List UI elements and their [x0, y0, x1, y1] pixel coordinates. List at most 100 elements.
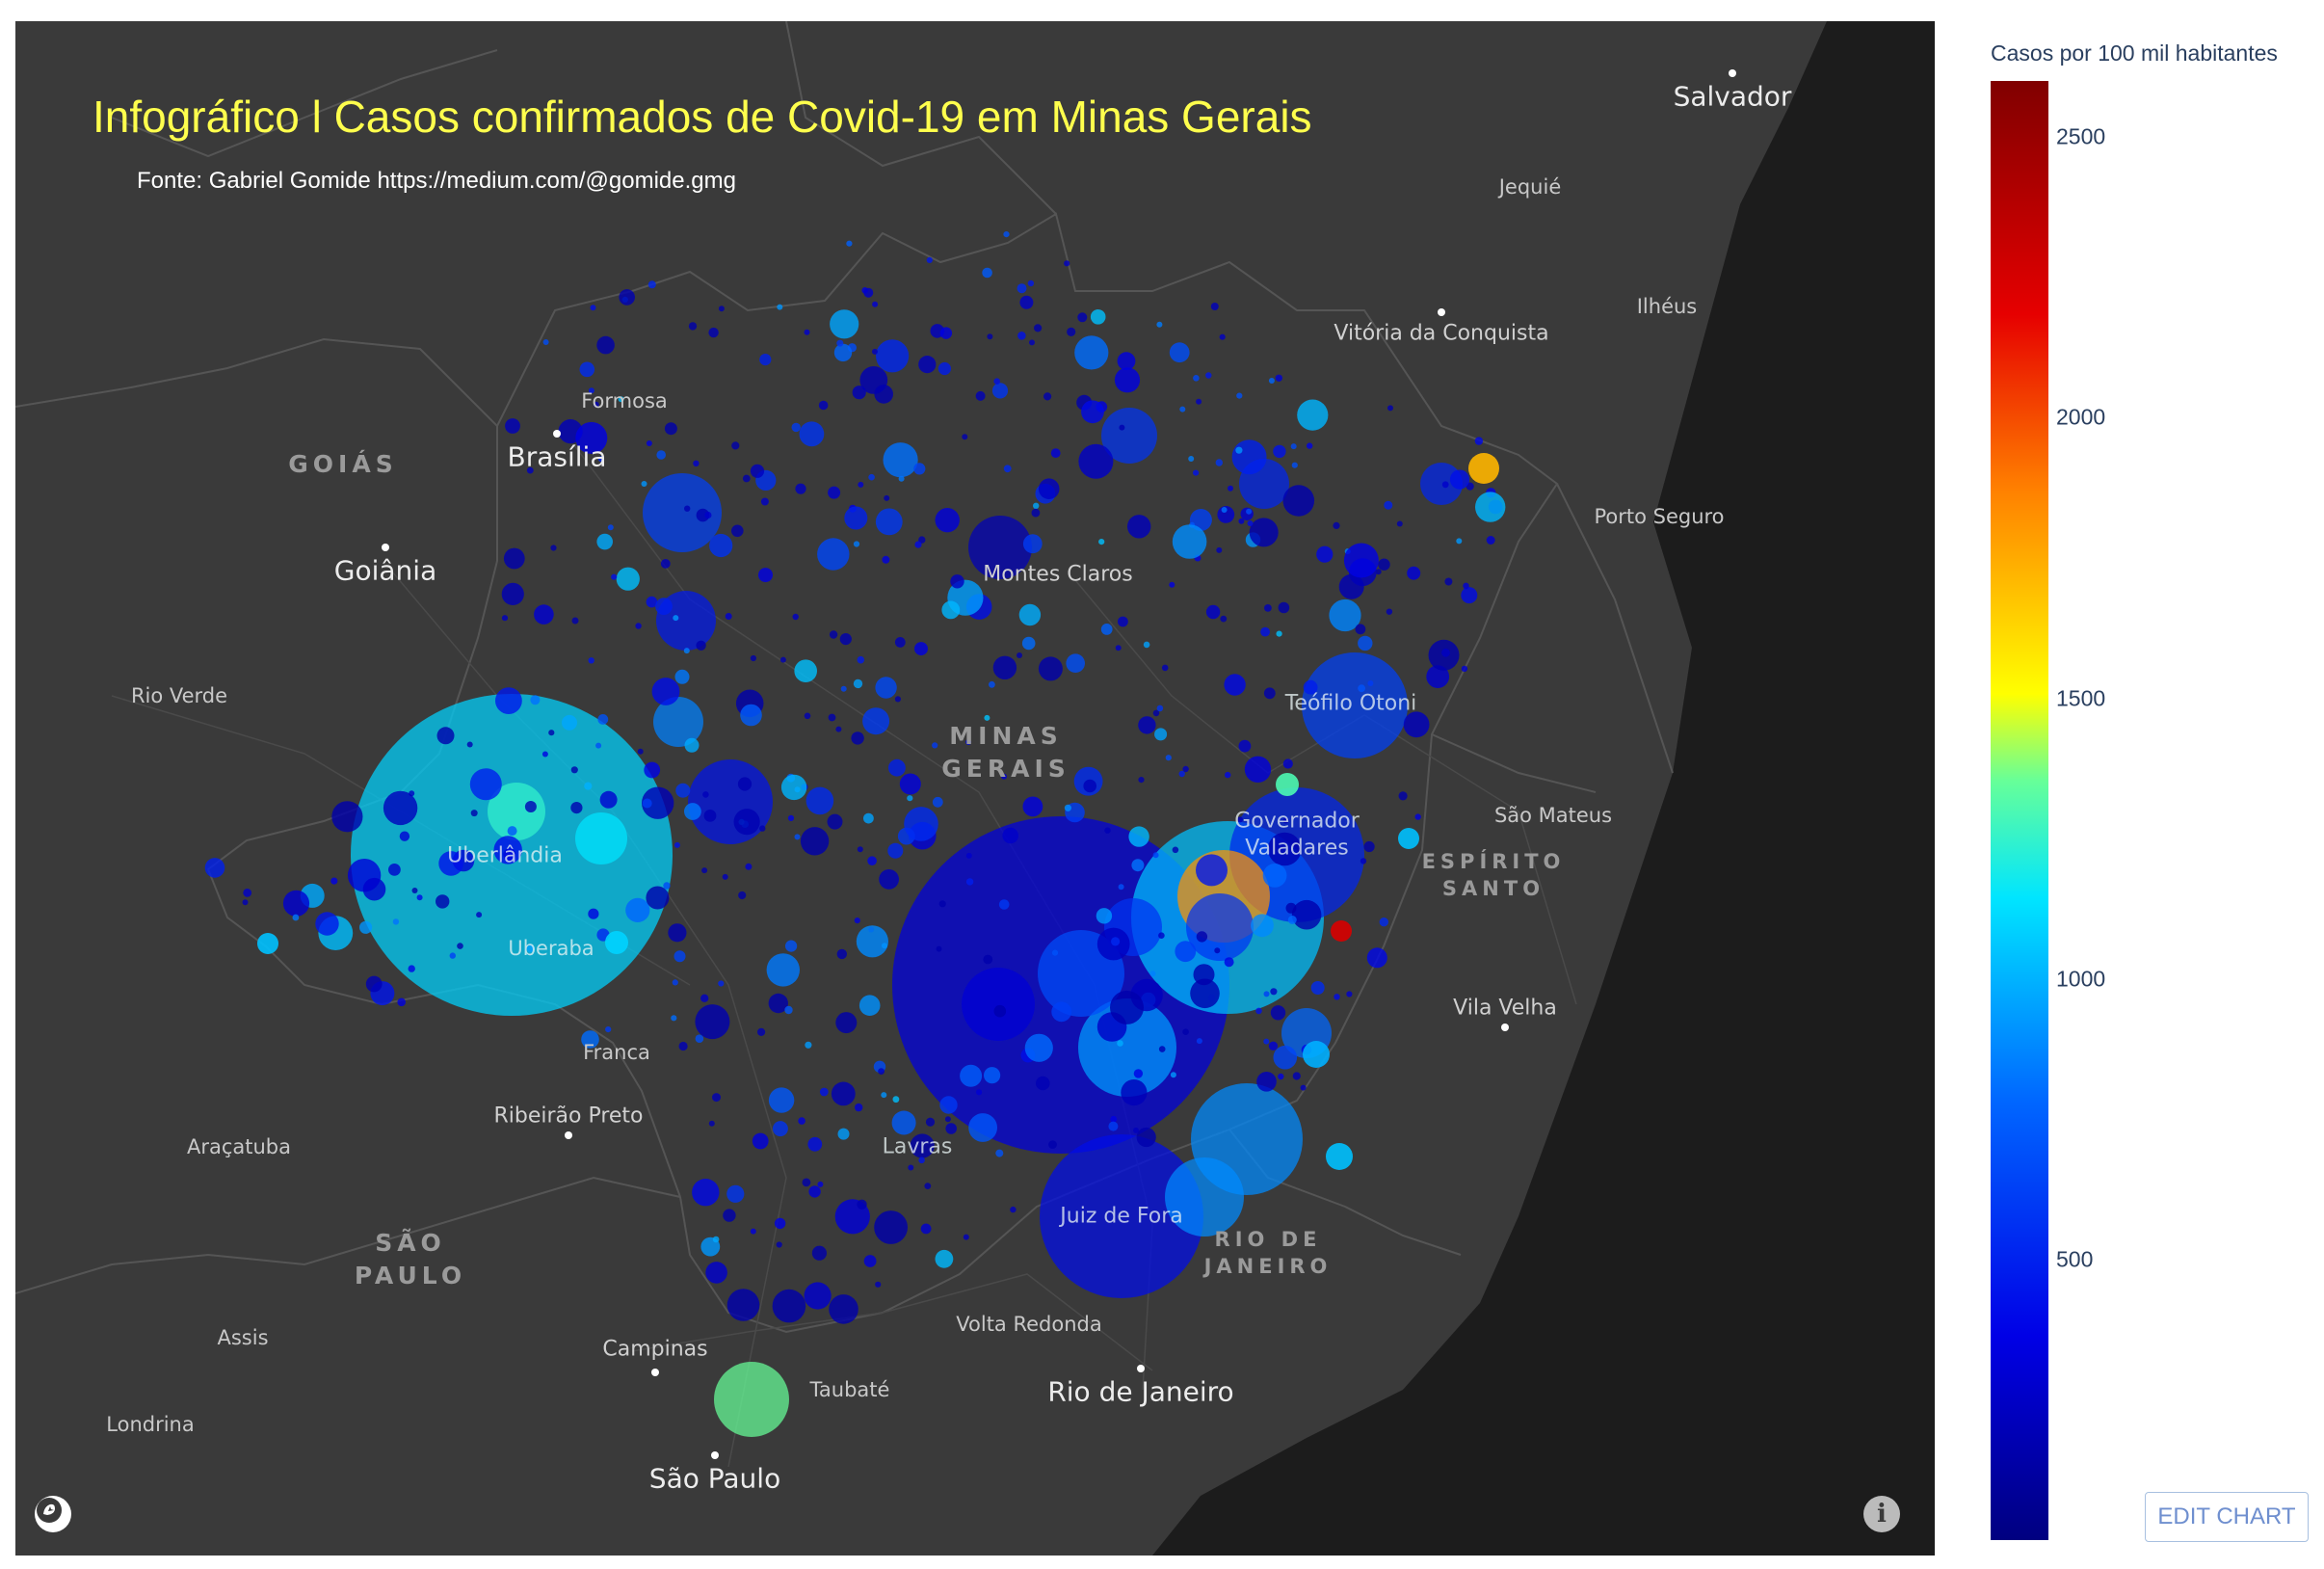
municipality-bubble[interactable] [651, 678, 680, 705]
municipality-bubble[interactable] [588, 657, 594, 664]
municipality-bubble[interactable] [1117, 1040, 1123, 1047]
municipality-bubble[interactable] [853, 678, 863, 689]
municipality-bubble[interactable] [708, 1120, 715, 1127]
municipality-bubble[interactable] [1077, 312, 1088, 323]
municipality-bubble[interactable] [1276, 630, 1282, 637]
municipality-bubble[interactable] [768, 1087, 795, 1113]
municipality-bubble[interactable] [660, 559, 671, 569]
municipality-bubble[interactable] [1040, 1134, 1203, 1298]
municipality-bubble[interactable] [835, 726, 842, 732]
municipality-bubble[interactable] [874, 1210, 908, 1244]
municipality-bubble[interactable] [704, 511, 712, 519]
municipality-bubble[interactable] [1018, 603, 1042, 626]
municipality-bubble[interactable] [768, 993, 788, 1014]
municipality-bubble[interactable] [936, 945, 942, 952]
municipality-bubble[interactable] [918, 536, 926, 544]
municipality-bubble[interactable] [1154, 728, 1168, 741]
municipality-bubble[interactable] [1360, 858, 1367, 864]
municipality-bubble[interactable] [844, 506, 868, 530]
municipality-bubble[interactable] [876, 339, 910, 373]
municipality-bubble[interactable] [875, 677, 897, 699]
municipality-bubble[interactable] [829, 1294, 858, 1324]
municipality-bubble[interactable] [856, 925, 889, 958]
municipality-bubble[interactable] [752, 1132, 769, 1150]
municipality-bubble[interactable] [759, 825, 766, 832]
municipality-bubble[interactable] [359, 920, 373, 934]
municipality-bubble[interactable] [605, 1026, 612, 1033]
municipality-bubble[interactable] [705, 1262, 727, 1284]
municipality-bubble[interactable] [835, 1012, 858, 1034]
municipality-bubble[interactable] [331, 801, 363, 833]
municipality-bubble[interactable] [792, 613, 799, 621]
municipality-bubble[interactable] [646, 886, 670, 910]
municipality-bubble[interactable] [1247, 520, 1254, 526]
municipality-bubble[interactable] [526, 466, 534, 474]
municipality-bubble[interactable] [887, 842, 904, 859]
municipality-bubble[interactable] [1101, 408, 1157, 464]
municipality-bubble[interactable] [292, 914, 300, 921]
municipality-bubble[interactable] [1038, 478, 1060, 499]
municipality-bubble[interactable] [397, 997, 407, 1007]
municipality-bubble[interactable] [808, 1185, 821, 1198]
municipality-bubble[interactable] [457, 943, 463, 949]
municipality-bubble[interactable] [1297, 399, 1329, 431]
municipality-bubble[interactable] [449, 952, 456, 959]
municipality-bubble[interactable] [1215, 459, 1224, 466]
municipality-bubble[interactable] [1414, 813, 1421, 820]
municipality-bubble[interactable] [884, 494, 890, 501]
municipality-bubble[interactable] [695, 1034, 704, 1043]
municipality-bubble[interactable] [983, 954, 993, 965]
municipality-bubble[interactable] [840, 685, 847, 692]
municipality-bubble[interactable] [1083, 779, 1096, 793]
municipality-bubble[interactable] [1264, 604, 1272, 612]
municipality-bubble[interactable] [837, 1128, 850, 1140]
municipality-bubble[interactable] [541, 751, 548, 758]
municipality-bubble[interactable] [784, 1005, 793, 1015]
municipality-bubble[interactable] [1316, 545, 1334, 563]
municipality-bubble[interactable] [1161, 664, 1169, 672]
municipality-bubble[interactable] [575, 812, 627, 864]
municipality-bubble[interactable] [1268, 378, 1275, 384]
municipality-bubble[interactable] [571, 617, 579, 625]
municipality-bubble[interactable] [646, 440, 652, 446]
municipality-bubble[interactable] [1210, 303, 1219, 310]
municipality-bubble[interactable] [1152, 709, 1160, 717]
municipality-bubble[interactable] [888, 758, 906, 777]
municipality-bubble[interactable] [257, 933, 278, 954]
municipality-bubble[interactable] [914, 541, 922, 548]
municipality-bubble[interactable] [1263, 1038, 1270, 1045]
municipality-bubble[interactable] [875, 508, 903, 536]
municipality-bubble[interactable] [1152, 852, 1159, 859]
municipality-bubble[interactable] [1186, 893, 1254, 961]
municipality-bubble[interactable] [1034, 324, 1043, 332]
municipality-bubble[interactable] [696, 640, 706, 651]
municipality-bubble[interactable] [987, 333, 993, 340]
municipality-bubble[interactable] [702, 791, 709, 798]
municipality-bubble[interactable] [1149, 971, 1156, 977]
municipality-bubble[interactable] [505, 418, 520, 434]
municipality-bubble[interactable] [575, 421, 608, 454]
municipality-bubble[interactable] [641, 481, 647, 487]
municipality-bubble[interactable] [1291, 462, 1298, 468]
municipality-bubble[interactable] [1355, 624, 1366, 635]
municipality-bubble[interactable] [1282, 485, 1315, 517]
municipality-bubble[interactable] [791, 422, 801, 433]
municipality-bubble[interactable] [932, 796, 943, 808]
municipality-bubble[interactable] [644, 761, 661, 779]
municipality-bubble[interactable] [1175, 941, 1197, 963]
municipality-bubble[interactable] [1017, 283, 1027, 294]
municipality-bubble[interactable] [742, 474, 751, 483]
municipality-bubble[interactable] [714, 1362, 789, 1437]
municipality-bubble[interactable] [760, 497, 769, 506]
municipality-bubble[interactable] [1118, 884, 1124, 891]
municipality-bubble[interactable] [619, 289, 635, 306]
municipality-bubble[interactable] [1024, 1033, 1053, 1062]
municipality-bubble[interactable] [1182, 765, 1189, 773]
municipality-bubble[interactable] [1051, 1001, 1072, 1023]
municipality-bubble[interactable] [1262, 864, 1287, 888]
municipality-bubble[interactable] [570, 802, 583, 814]
municipality-bubble[interactable] [1276, 773, 1299, 796]
municipality-bubble[interactable] [1017, 332, 1026, 340]
municipality-bubble[interactable] [524, 801, 537, 812]
municipality-bubble[interactable] [1358, 635, 1373, 652]
